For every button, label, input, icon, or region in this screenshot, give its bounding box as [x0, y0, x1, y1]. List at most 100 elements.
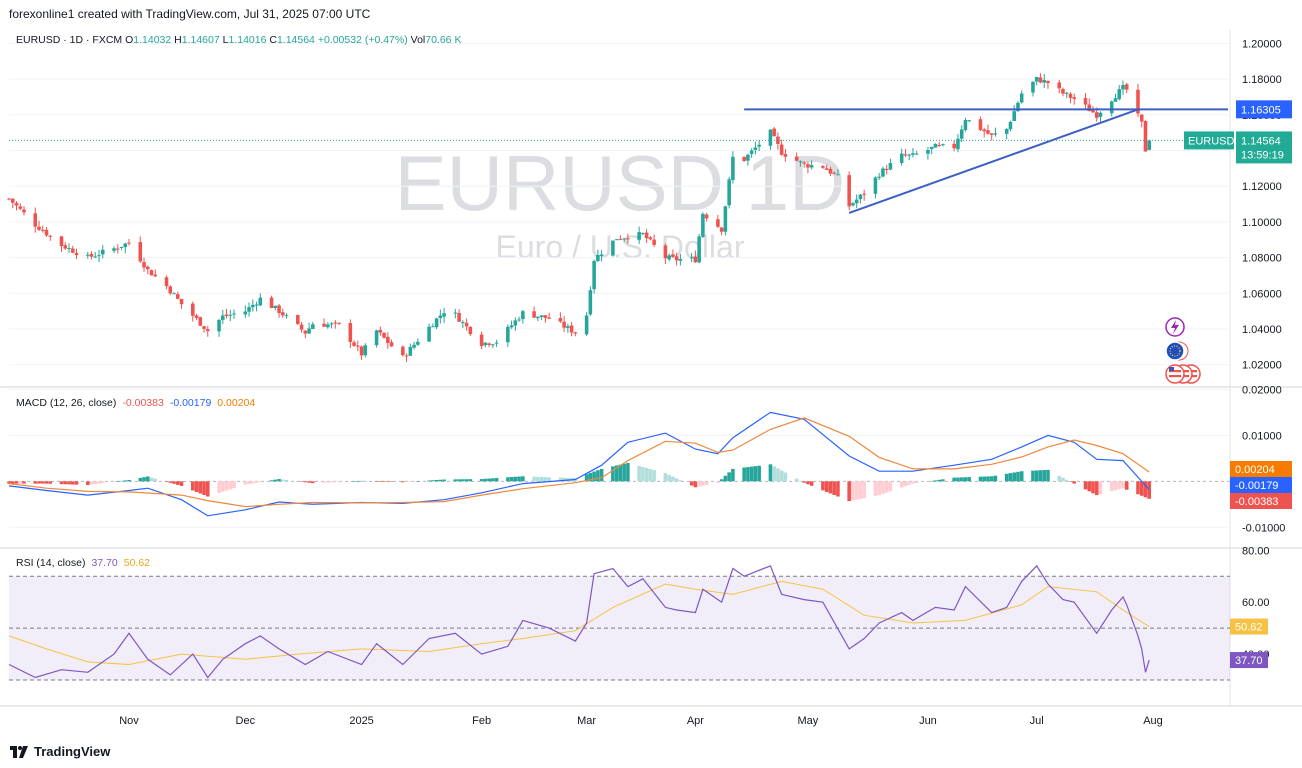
candle-body [558, 318, 563, 322]
macd-histogram-bar [468, 479, 473, 482]
macd-histogram-bar [434, 479, 439, 482]
plot-background [0, 30, 1302, 706]
candle-body [431, 326, 435, 328]
candle-body [44, 229, 49, 236]
macd-histogram-bar [329, 481, 334, 483]
last-price-label: 1.14564 [1241, 135, 1281, 147]
macd-histogram-bar [731, 468, 735, 482]
candle-body [461, 322, 465, 324]
candle-body [952, 143, 956, 149]
macd-histogram-bar [442, 479, 446, 482]
eu-flag-event-icon [1165, 341, 1189, 361]
macd-histogram-bar [907, 481, 911, 485]
macd-histogram-bar [1061, 477, 1065, 482]
candle-body [614, 239, 619, 241]
macd-signal-line [8, 417, 1150, 508]
rsi-legend: RSI (14, close) 37.70 50.62 [16, 557, 150, 569]
candle-body [794, 156, 799, 161]
macd-histogram-bar [33, 481, 38, 484]
us-flag-event-icon [1165, 364, 1201, 384]
candle-body [127, 242, 131, 244]
macd-histogram-bar [100, 481, 105, 484]
candle-body [1046, 80, 1050, 84]
candle-body [494, 342, 499, 344]
candle-body [986, 130, 990, 134]
candle-body [903, 154, 908, 156]
macd-histogram-bar [599, 468, 604, 482]
candle-body [1087, 104, 1092, 112]
candle-body [1038, 77, 1043, 83]
macd-histogram-bar [322, 481, 326, 483]
chart-header: forexonline1 created with TradingView.co… [0, 0, 1302, 28]
candle-body [382, 332, 386, 338]
macd-histogram-bar [1109, 481, 1114, 492]
macd-histogram-bar [521, 476, 525, 482]
high-label: H [171, 34, 182, 46]
candle-body [408, 346, 413, 356]
candle-body [176, 294, 180, 299]
macd-value-badge-bg [1230, 461, 1292, 477]
candle-body [145, 266, 150, 270]
macd-histogram-bar [1147, 481, 1152, 499]
macd-histogram-bar [828, 481, 833, 494]
candle-body [693, 256, 698, 263]
candle-body [933, 143, 938, 148]
candle-body [611, 240, 615, 256]
candle-body [1117, 89, 1122, 100]
macd-histogram-bar [637, 465, 641, 482]
macd-histogram-bar [806, 481, 810, 485]
candle-body [337, 322, 341, 324]
macd-histogram-bar [903, 481, 908, 487]
price-tick-label: 1.20000 [1242, 38, 1282, 50]
candle-body [509, 325, 514, 328]
candle-body [1057, 82, 1061, 89]
macd-histogram-bar [1072, 481, 1077, 484]
macd-histogram-bar [247, 481, 251, 484]
macd-histogram-bar [626, 462, 630, 482]
macd-histogram-bar [296, 481, 300, 482]
macd-histogram-bar [179, 481, 184, 486]
macd-histogram-bar [618, 464, 623, 482]
candle-body [1113, 98, 1118, 102]
rsi-value: 37.70 [91, 557, 117, 569]
candle-body [824, 168, 829, 170]
macd-histogram-bar [1042, 470, 1046, 482]
candle-body [85, 254, 90, 256]
macd-histogram-bar [622, 463, 626, 482]
macd-histogram-bar [967, 477, 971, 482]
macd-histogram-bar [858, 481, 863, 499]
price-tick-label: 1.02000 [1242, 360, 1282, 372]
macd-histogram-bar [1117, 481, 1122, 490]
candle-body [862, 193, 866, 195]
candle-body [453, 312, 458, 314]
candle-body [179, 298, 184, 305]
macd-histogram-bar [89, 481, 94, 485]
macd-histogram-bar [461, 479, 465, 482]
macd-histogram-bar [491, 478, 495, 482]
candle-body [464, 322, 469, 327]
trendline [848, 108, 1139, 214]
macd-histogram-bar [1083, 481, 1088, 490]
macd-histogram-bar [243, 481, 248, 485]
tradingview-logo[interactable]: TradingView [10, 744, 110, 759]
us-flag-circle [1165, 364, 1185, 384]
close-label: C [266, 34, 277, 46]
macd-histogram-bar [153, 478, 158, 482]
date-tick-label: May [798, 715, 819, 727]
symbol-title: EURUSD · 1D · FXCM [16, 34, 122, 46]
candle-body [487, 343, 491, 345]
macd-histogram-bar [149, 477, 154, 482]
candle-body [798, 161, 803, 163]
macd-histogram-bar [311, 481, 315, 484]
macd-histogram-bar [809, 481, 814, 486]
candle-body [757, 144, 761, 147]
macd-histogram-bar [772, 466, 776, 482]
candle-body [513, 320, 518, 326]
candle-body [671, 254, 675, 257]
macd-histogram-bar [663, 473, 668, 482]
macd-histogram-bar [164, 481, 169, 482]
candle-body [434, 318, 439, 328]
macd-histogram-bar [378, 481, 383, 482]
candle-body [941, 144, 945, 146]
